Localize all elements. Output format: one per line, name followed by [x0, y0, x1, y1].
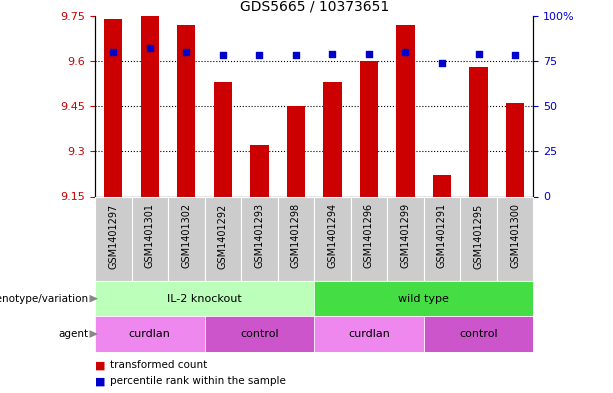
Point — [254, 52, 264, 59]
Point — [291, 52, 301, 59]
Bar — [387, 196, 424, 281]
Text: curdlan: curdlan — [348, 329, 390, 339]
Text: GSM1401302: GSM1401302 — [181, 203, 191, 268]
Bar — [397, 25, 414, 196]
Bar — [497, 196, 533, 281]
Text: GSM1401295: GSM1401295 — [473, 203, 484, 268]
Bar — [314, 196, 351, 281]
Polygon shape — [89, 330, 98, 338]
Bar — [424, 196, 460, 281]
Text: control: control — [459, 329, 498, 339]
Bar — [323, 82, 341, 196]
Point — [327, 51, 337, 57]
Bar — [132, 196, 168, 281]
Point — [109, 49, 118, 55]
Text: GSM1401298: GSM1401298 — [291, 203, 301, 268]
Point — [218, 52, 228, 59]
Bar — [95, 316, 205, 352]
Text: control: control — [240, 329, 279, 339]
Bar — [95, 281, 314, 316]
Text: GSM1401293: GSM1401293 — [254, 203, 264, 268]
Text: ■: ■ — [95, 376, 109, 386]
Bar — [460, 196, 497, 281]
Text: GSM1401296: GSM1401296 — [364, 203, 374, 268]
Bar — [140, 16, 159, 196]
Point — [474, 51, 484, 57]
Bar — [314, 316, 424, 352]
Bar — [95, 196, 132, 281]
Point — [437, 60, 447, 66]
Point — [364, 51, 374, 57]
Bar — [250, 145, 268, 196]
Bar — [241, 196, 278, 281]
Text: agent: agent — [59, 329, 89, 339]
Text: GSM1401299: GSM1401299 — [400, 203, 411, 268]
Bar — [205, 196, 241, 281]
Bar — [470, 67, 488, 196]
Text: transformed count: transformed count — [110, 360, 208, 371]
Bar — [360, 61, 378, 196]
Bar — [205, 316, 314, 352]
Text: curdlan: curdlan — [129, 329, 171, 339]
Text: GSM1401297: GSM1401297 — [109, 203, 118, 268]
Bar — [104, 19, 123, 196]
Point — [510, 52, 520, 59]
Point — [400, 49, 410, 55]
Text: IL-2 knockout: IL-2 knockout — [167, 294, 242, 304]
Text: GSM1401291: GSM1401291 — [437, 203, 447, 268]
Bar — [168, 196, 205, 281]
Bar — [278, 196, 314, 281]
Bar — [506, 103, 524, 196]
Bar — [287, 106, 305, 196]
Bar — [177, 25, 196, 196]
Bar — [424, 316, 533, 352]
Text: percentile rank within the sample: percentile rank within the sample — [110, 376, 286, 386]
Text: GSM1401300: GSM1401300 — [510, 203, 520, 268]
Text: wild type: wild type — [398, 294, 449, 304]
Text: ■: ■ — [95, 360, 109, 371]
Bar — [351, 196, 387, 281]
Text: GSM1401301: GSM1401301 — [145, 203, 155, 268]
Text: GSM1401292: GSM1401292 — [218, 203, 228, 268]
Point — [145, 45, 154, 51]
Point — [181, 49, 191, 55]
Bar — [214, 82, 232, 196]
Polygon shape — [89, 295, 98, 303]
Bar — [433, 175, 451, 196]
Bar — [314, 281, 533, 316]
Text: genotype/variation: genotype/variation — [0, 294, 89, 304]
Text: GSM1401294: GSM1401294 — [327, 203, 337, 268]
Title: GDS5665 / 10373651: GDS5665 / 10373651 — [240, 0, 389, 13]
